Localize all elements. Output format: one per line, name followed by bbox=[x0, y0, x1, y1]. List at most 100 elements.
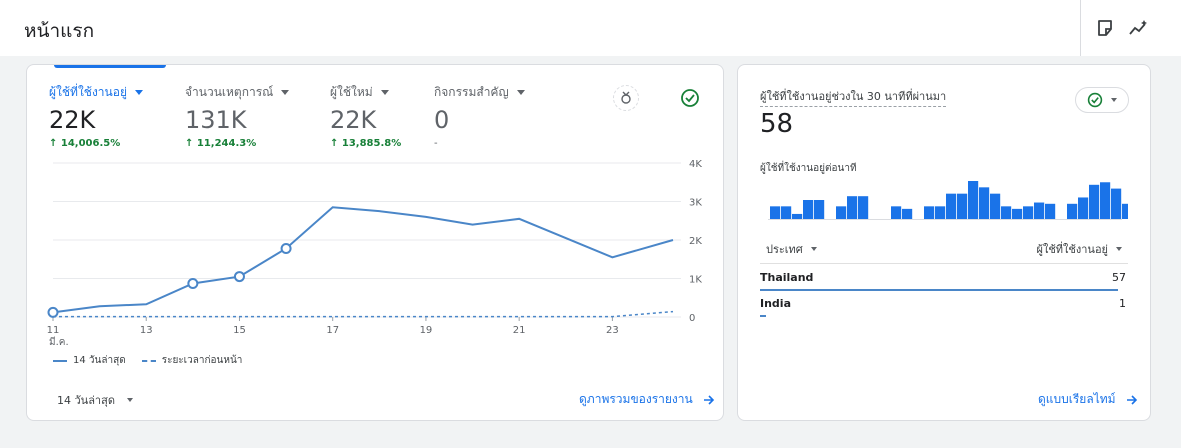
minute-bar bbox=[814, 200, 825, 219]
metric-tab-active-users[interactable]: ผู้ใช้ที่ใช้งานอยู่ 22K ↑ 14,006.5% bbox=[49, 83, 143, 149]
table-divider bbox=[760, 263, 1128, 264]
y-tick-label: 0 bbox=[689, 313, 695, 324]
per-minute-bar-chart bbox=[768, 181, 1128, 220]
note-icon[interactable] bbox=[1093, 16, 1117, 40]
caret-down-icon bbox=[810, 247, 817, 251]
realtime-status-dropdown[interactable] bbox=[1075, 87, 1129, 113]
minute-bar bbox=[935, 206, 946, 219]
caret-down-icon bbox=[1116, 247, 1122, 251]
legend-label: 14 วันล่าสุด bbox=[73, 355, 126, 366]
caret-down-icon bbox=[135, 90, 143, 95]
view-report-overview-link[interactable]: ดูภาพรวมของรายงาน bbox=[579, 390, 715, 409]
minute-bar bbox=[1100, 182, 1111, 219]
data-point-marker bbox=[47, 306, 59, 318]
active-tab-indicator bbox=[54, 65, 166, 68]
metric-change: ↑ 13,885.8% bbox=[330, 138, 402, 149]
arrow-right-icon bbox=[703, 394, 714, 405]
check-status-icon[interactable] bbox=[677, 85, 703, 111]
chart-legend: 14 วันล่าสุด ระยะเวลาก่อนหน้า bbox=[53, 353, 242, 368]
date-range-select[interactable]: 14 วันล่าสุด bbox=[57, 391, 133, 409]
metric-tab-event-count[interactable]: จำนวนเหตุการณ์ 131K ↑ 11,244.3% bbox=[185, 83, 290, 149]
page-header: หน้าแรก bbox=[0, 0, 1181, 56]
y-tick-label: 2K bbox=[689, 236, 702, 247]
x-tick-label: 21 bbox=[513, 325, 526, 336]
metric-tab-key-events[interactable]: กิจกรรมสำคัญ 0 - bbox=[434, 83, 525, 149]
metric-value: 131K bbox=[185, 106, 247, 134]
caret-down-icon bbox=[1111, 98, 1117, 102]
minute-bar bbox=[1089, 184, 1100, 219]
minute-bar bbox=[957, 193, 968, 219]
active-users-line-chart: 4K 3K 2K 1K 0 11 13 15 17 19 21 23 มี.ค. bbox=[47, 159, 703, 348]
data-point-marker bbox=[280, 242, 292, 254]
minute-bar bbox=[1023, 206, 1034, 219]
row-country: India bbox=[760, 297, 791, 310]
legend-dash-swatch bbox=[141, 359, 156, 362]
legend-label: ระยะเวลาก่อนหน้า bbox=[161, 355, 243, 366]
realtime-subtitle: ผู้ใช้ที่ใช้งานอยู่ต่อนาที bbox=[760, 163, 857, 174]
metric-change: ↑ 11,244.3% bbox=[185, 138, 257, 149]
minute-bar bbox=[781, 206, 792, 219]
header-label: ผู้ใช้ที่ใช้งานอยู่ bbox=[1036, 243, 1109, 256]
row-share-bar bbox=[760, 315, 767, 317]
arrow-right-icon bbox=[1126, 394, 1137, 405]
header-label: ประเทศ bbox=[766, 243, 803, 256]
minute-bar bbox=[1045, 203, 1056, 219]
series-line-previous bbox=[53, 310, 674, 318]
x-tick-label: 17 bbox=[326, 325, 339, 336]
view-realtime-link[interactable]: ดูแบบเรียลไทม์ bbox=[1038, 390, 1138, 409]
minute-bar bbox=[1012, 208, 1023, 219]
dimension-header[interactable]: ประเทศ bbox=[766, 240, 817, 258]
header-divider bbox=[1080, 0, 1081, 56]
date-range-value: 14 วันล่าสุด bbox=[57, 394, 115, 407]
page-title: หน้าแรก bbox=[24, 20, 95, 42]
y-tick-label: 3K bbox=[689, 198, 702, 209]
x-tick-label: 11 bbox=[47, 325, 60, 336]
caret-down-icon bbox=[126, 398, 133, 402]
minute-bar bbox=[968, 181, 979, 219]
data-point-marker bbox=[187, 278, 199, 290]
overview-card: ผู้ใช้ที่ใช้งานอยู่ 22K ↑ 14,006.5% จำนว… bbox=[26, 64, 724, 421]
caret-down-icon bbox=[516, 90, 525, 95]
series-line-current bbox=[52, 206, 674, 314]
minute-bar bbox=[1122, 203, 1128, 219]
row-value: 57 bbox=[1112, 271, 1126, 284]
x-tick-label: 19 bbox=[420, 325, 433, 336]
metric-label: กิจกรรมสำคัญ bbox=[434, 85, 509, 99]
minute-bar bbox=[770, 206, 781, 219]
minute-bar bbox=[792, 213, 803, 219]
row-share-bar bbox=[760, 289, 1118, 291]
minute-bar bbox=[1111, 188, 1122, 219]
minute-bar bbox=[803, 200, 814, 219]
minute-bar bbox=[946, 193, 957, 219]
legend-solid-swatch bbox=[53, 359, 67, 362]
metric-header[interactable]: ผู้ใช้ที่ใช้งานอยู่ bbox=[1036, 240, 1122, 258]
minute-bar bbox=[847, 196, 858, 219]
x-tick-label: 23 bbox=[606, 325, 619, 336]
insights-badge-icon[interactable] bbox=[613, 85, 639, 111]
x-tick-label: 13 bbox=[140, 325, 153, 336]
realtime-card: ผู้ใช้ที่ใช้งานอยู่ช่วงใน 30 นาทีที่ผ่าน… bbox=[737, 64, 1151, 421]
data-point-marker bbox=[233, 271, 245, 283]
metric-label: ผู้ใช้ที่ใช้งานอยู่ bbox=[49, 85, 127, 99]
minute-bar bbox=[1067, 203, 1078, 219]
minute-bar bbox=[902, 208, 913, 219]
realtime-title: ผู้ใช้ที่ใช้งานอยู่ช่วงใน 30 นาทีที่ผ่าน… bbox=[760, 87, 947, 107]
minute-bar bbox=[1001, 206, 1012, 219]
x-month-label: มี.ค. bbox=[49, 336, 69, 348]
x-tick-label: 15 bbox=[233, 325, 246, 336]
minute-bar bbox=[836, 206, 847, 219]
metric-value: 22K bbox=[330, 106, 377, 134]
metric-change: - bbox=[434, 138, 438, 149]
minute-bar bbox=[1078, 197, 1089, 219]
minute-bar bbox=[979, 187, 990, 219]
link-label: ดูภาพรวมของรายงาน bbox=[579, 392, 693, 406]
insights-icon[interactable] bbox=[1127, 16, 1151, 40]
row-value: 1 bbox=[1119, 297, 1126, 310]
minute-bar bbox=[1034, 202, 1045, 219]
minute-bar bbox=[990, 193, 1001, 219]
realtime-value: 58 bbox=[760, 109, 794, 139]
metric-tab-new-users[interactable]: ผู้ใช้ใหม่ 22K ↑ 13,885.8% bbox=[330, 83, 401, 149]
link-label: ดูแบบเรียลไทม์ bbox=[1038, 392, 1116, 406]
caret-down-icon bbox=[281, 90, 290, 95]
metric-change: ↑ 14,006.5% bbox=[49, 138, 121, 149]
